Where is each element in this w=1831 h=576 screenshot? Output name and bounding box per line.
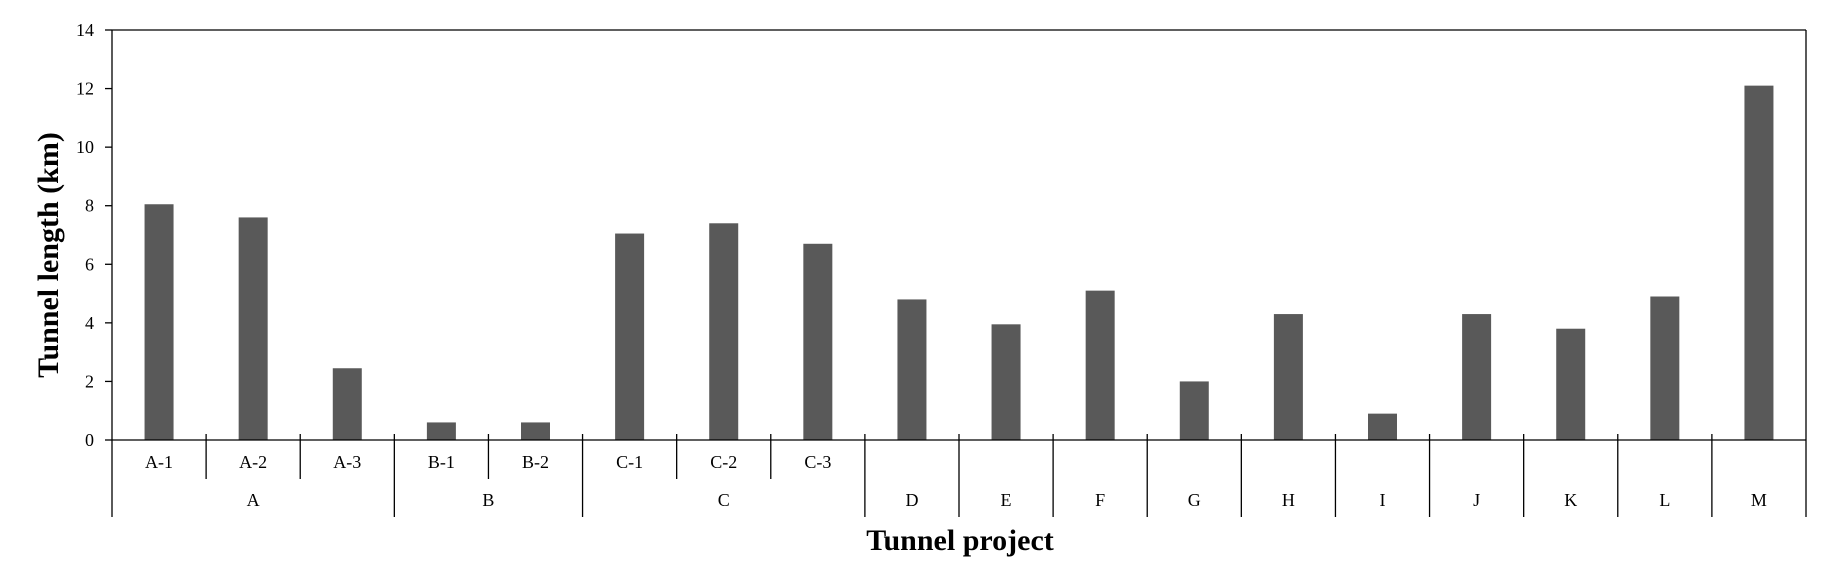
bar [709, 223, 739, 440]
x-group-label: D [905, 490, 918, 510]
y-tick-label: 14 [76, 20, 94, 40]
x-axis-title: Tunnel project [866, 524, 1054, 557]
y-tick-label: 12 [76, 79, 94, 99]
x-axis: A-1 A-2 A-3 B-1 B-2 C-1 C-2 C-3 A B C D E F G H I J K L M [111, 434, 1807, 517]
x-subcategory-label: A-2 [239, 452, 267, 472]
x-group-label: A [247, 490, 260, 510]
x-group-label: L [1659, 490, 1670, 510]
x-subcategory-label: A-3 [333, 452, 361, 472]
y-tick-label: 6 [85, 254, 94, 274]
x-group-label: K [1564, 490, 1577, 510]
y-axis: 0 2 4 6 8 10 12 14 [76, 20, 112, 450]
x-group-label: E [1001, 490, 1012, 510]
y-tick-label: 0 [85, 430, 94, 450]
bar [897, 299, 927, 440]
bar [238, 217, 268, 440]
x-subcategory-label: B-1 [428, 452, 455, 472]
bar [332, 368, 362, 440]
x-subcategory-label: C-2 [710, 452, 737, 472]
bar [1273, 314, 1303, 440]
x-group-label: G [1188, 490, 1201, 510]
bars [144, 85, 1774, 441]
bar [1085, 290, 1115, 440]
bar [1368, 413, 1397, 440]
bar [426, 422, 456, 440]
plot-frame [111, 29, 1807, 440]
y-tick-label: 4 [85, 313, 94, 333]
y-axis-title: Tunnel length (km) [32, 132, 65, 378]
bar [1650, 296, 1680, 440]
x-group-label: M [1751, 490, 1767, 510]
x-group-label: C [718, 490, 730, 510]
x-group-label: H [1282, 490, 1295, 510]
x-group-label: F [1095, 490, 1105, 510]
bar [803, 243, 833, 440]
x-subcategory-label: C-3 [804, 452, 831, 472]
x-subcategory-label: A-1 [145, 452, 173, 472]
bar [1744, 85, 1774, 441]
bar [521, 422, 550, 440]
bar [991, 324, 1021, 440]
x-group-label: J [1473, 490, 1480, 510]
x-subcategory-label: C-1 [616, 452, 643, 472]
y-tick-label: 2 [85, 371, 94, 391]
x-subcategory-label: B-2 [522, 452, 549, 472]
x-group-label: I [1380, 490, 1386, 510]
y-tick-label: 10 [76, 137, 94, 157]
bar [1556, 328, 1586, 440]
y-tick-label: 8 [85, 196, 94, 216]
x-group-label: B [482, 490, 494, 510]
bar [144, 204, 174, 440]
bar [615, 233, 645, 440]
bar [1179, 381, 1209, 440]
bar [1462, 314, 1492, 440]
